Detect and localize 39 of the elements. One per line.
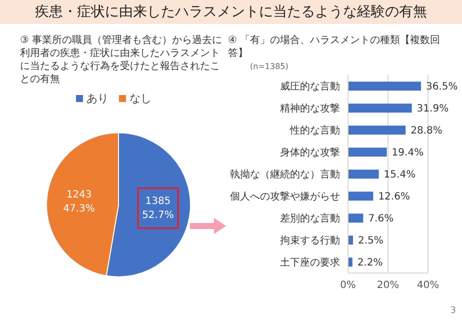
data-label: 31.9% <box>416 104 449 115</box>
y-tick-label: 土下座の要求 <box>280 256 340 269</box>
bar <box>348 258 352 267</box>
y-tick-label: 威圧的な言動 <box>280 80 340 93</box>
x-tick-label: 40% <box>416 280 440 292</box>
text: 疾患・症状に由来したハラスメントに当たるような経験の有無 <box>35 4 427 20</box>
data-label: 12.6% <box>378 192 410 203</box>
data-label: 7.6% <box>368 214 394 225</box>
chart-title: ④ 「有」の場合、ハラスメントの種類【複数回答】 <box>228 35 440 59</box>
data-label: 1385 52.7% <box>142 196 174 221</box>
bar <box>348 148 387 157</box>
bar <box>348 236 353 245</box>
legend-label: なし <box>130 92 152 105</box>
data-label: 19.4% <box>392 148 424 159</box>
data-label: 36.5% <box>426 82 458 93</box>
text: (n=1385) <box>250 62 288 71</box>
data-label: 2.5% <box>358 236 384 247</box>
data-label: 15.4% <box>384 170 416 181</box>
y-tick-label: 差別的な言動 <box>280 212 340 225</box>
bar <box>348 104 412 113</box>
bar <box>348 192 374 201</box>
data-label: 1243 47.3% <box>63 188 95 214</box>
y-tick-label: 精神的な攻撃 <box>280 102 340 115</box>
bar <box>348 170 379 179</box>
y-tick-label: 個人への攻撃や嫌がらせ <box>230 190 340 203</box>
text: 3 <box>450 306 456 316</box>
bar <box>348 126 406 135</box>
x-tick-label: 0% <box>340 280 356 292</box>
y-tick-label: 執拗な（継続的な）言動 <box>230 168 340 181</box>
x-tick-label: 20% <box>376 280 400 292</box>
data-label: 28.8% <box>410 126 442 137</box>
chart-title: ③ 事業所の職員（管理者も含む）から過去に利用者の疾患・症状に由来したハラスメントに当たるような行為を受けたと報告されたことの有無 <box>20 35 222 85</box>
bar <box>348 214 364 223</box>
y-tick-label: 拘束する行動 <box>280 234 340 247</box>
y-tick-label: 身体的な攻撃 <box>280 146 340 159</box>
legend-label: あり <box>86 92 108 105</box>
bar <box>348 82 421 91</box>
y-tick-label: 性的な言動 <box>289 124 340 137</box>
data-label: 2.2% <box>357 258 383 269</box>
